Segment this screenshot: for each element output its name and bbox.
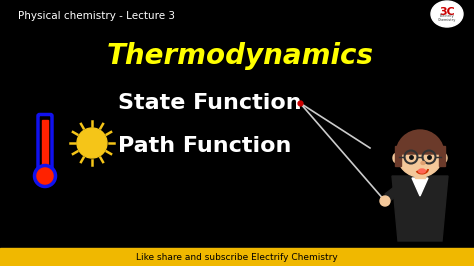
Text: Electrify
Chemistry: Electrify Chemistry [438, 14, 456, 22]
Text: Thermodynamics: Thermodynamics [107, 42, 374, 70]
Ellipse shape [441, 153, 447, 163]
Circle shape [397, 131, 443, 177]
Wedge shape [396, 130, 444, 154]
Ellipse shape [393, 153, 399, 163]
Text: Like share and subscribe Electrify Chemistry: Like share and subscribe Electrify Chemi… [136, 252, 338, 261]
Ellipse shape [431, 1, 463, 27]
FancyBboxPatch shape [38, 114, 52, 177]
Polygon shape [412, 178, 428, 196]
Circle shape [77, 128, 107, 158]
Text: Path Function: Path Function [118, 136, 292, 156]
Circle shape [380, 196, 390, 206]
Bar [395, 146, 401, 166]
Bar [415, 166, 425, 178]
Ellipse shape [421, 161, 425, 164]
Circle shape [36, 167, 54, 185]
Ellipse shape [419, 169, 426, 173]
Polygon shape [392, 176, 448, 241]
Text: 3C: 3C [439, 7, 455, 17]
Text: State Function: State Function [118, 93, 302, 113]
Text: Physical chemistry - Lecture 3: Physical chemistry - Lecture 3 [18, 11, 175, 21]
Bar [42, 120, 48, 172]
Bar [0, 248, 474, 266]
Bar [439, 146, 445, 166]
Polygon shape [385, 184, 402, 201]
